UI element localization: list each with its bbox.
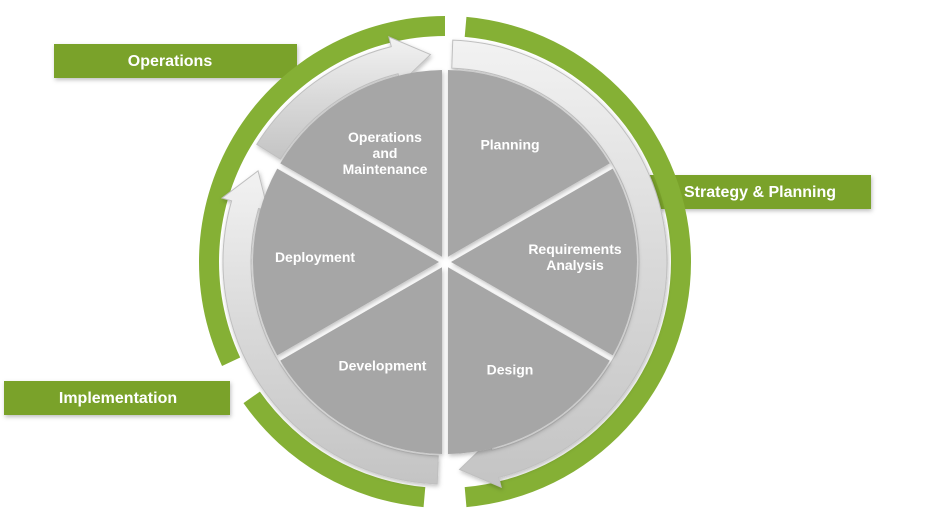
slice-label-design: Design	[487, 362, 534, 378]
callout-label-operations: Operations	[128, 53, 213, 70]
slice-label-development: Development	[339, 357, 427, 373]
lifecycle-diagram: Strategy & Planning Implementation Operati…	[0, 0, 928, 523]
callout-operations: Operations	[54, 44, 297, 78]
callout-label-implementation: Implementation	[59, 390, 177, 407]
callout-implementation: Implementation	[4, 381, 230, 415]
slice-label-deployment: Deployment	[275, 249, 355, 265]
callout-label-strategy-planning: Strategy & Planning	[684, 184, 836, 201]
slice-label-planning: Planning	[480, 136, 539, 152]
